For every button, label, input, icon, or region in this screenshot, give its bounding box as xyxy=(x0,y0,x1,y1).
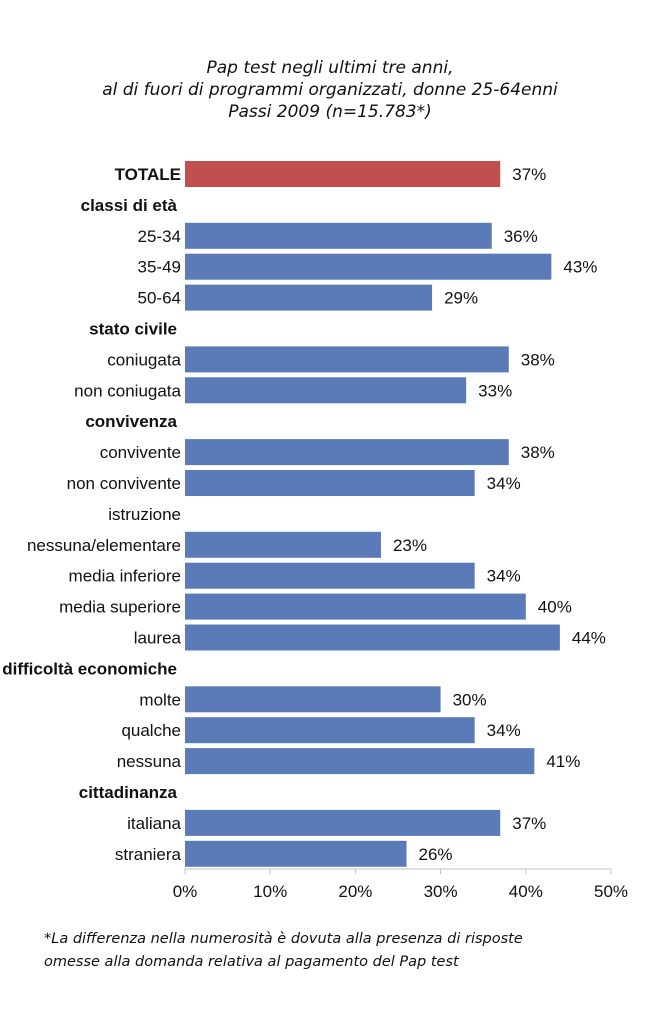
bar xyxy=(185,624,560,651)
bar xyxy=(185,284,433,311)
bar xyxy=(185,531,381,558)
bar-chart: TOTALE 37% classi di età 25-34 36% 35-49 43% 50… xyxy=(2,161,628,901)
data-label: 34% xyxy=(487,474,521,493)
category-label: straniera xyxy=(115,845,182,864)
bar xyxy=(185,748,535,775)
bar xyxy=(185,470,475,496)
bar xyxy=(185,717,475,744)
category-label: cittadinanza xyxy=(79,783,178,802)
bar-total xyxy=(185,161,501,187)
data-label: 36% xyxy=(504,227,538,246)
data-label: 33% xyxy=(478,381,512,400)
category-label: media superiore xyxy=(59,598,181,617)
category-label: classi di età xyxy=(81,196,178,215)
bar xyxy=(185,253,552,280)
category-label: convivente xyxy=(100,443,181,462)
data-label: 41% xyxy=(546,752,580,771)
data-label: 40% xyxy=(538,598,572,617)
data-label: 43% xyxy=(563,258,597,277)
x-tick-label: 30% xyxy=(424,882,458,901)
data-label: 37% xyxy=(512,165,546,184)
category-label: qualche xyxy=(121,721,181,740)
bar xyxy=(185,593,526,620)
chart-title-line-3: Passi 2009 (n=15.783*) xyxy=(228,102,432,122)
data-label: 44% xyxy=(572,629,606,648)
x-tick-label: 10% xyxy=(253,882,287,901)
data-label: 26% xyxy=(419,845,453,864)
category-label: difficoltà economiche xyxy=(2,659,177,678)
category-label: nessuna/elementare xyxy=(27,536,181,555)
bar xyxy=(185,439,509,466)
category-label: istruzione xyxy=(108,505,181,524)
bar xyxy=(185,562,475,589)
category-label: non convivente xyxy=(67,474,181,493)
category-label: non coniugata xyxy=(74,381,181,400)
category-label: laurea xyxy=(134,629,182,648)
category-label: molte xyxy=(139,690,181,709)
x-tick-label: 20% xyxy=(338,882,372,901)
category-label: media inferiore xyxy=(69,567,181,586)
category-label: nessuna xyxy=(117,752,182,771)
category-label: 50-64 xyxy=(138,289,181,308)
bar xyxy=(185,222,492,249)
data-label: 29% xyxy=(444,289,478,308)
chart-title-line-2: al di fuori di programmi organizzati, do… xyxy=(102,80,558,100)
data-label: 38% xyxy=(521,350,555,369)
footnote-line-1: *La differenza nella numerosità è dovuta… xyxy=(44,931,523,947)
bar xyxy=(185,377,467,404)
x-tick-label: 50% xyxy=(594,882,628,901)
category-label: TOTALE xyxy=(115,165,181,184)
category-label: convivenza xyxy=(85,412,177,431)
category-label: coniugata xyxy=(107,350,181,369)
data-label: 38% xyxy=(521,443,555,462)
bar xyxy=(185,809,501,836)
x-tick-label: 0% xyxy=(173,882,198,901)
data-label: 34% xyxy=(487,721,521,740)
data-label: 34% xyxy=(487,567,521,586)
category-label: italiana xyxy=(127,814,181,833)
bar xyxy=(185,686,441,713)
category-label: stato civile xyxy=(89,320,177,339)
data-label: 37% xyxy=(512,814,546,833)
data-label: 30% xyxy=(453,690,487,709)
category-label: 25-34 xyxy=(138,227,181,246)
footnote-line-2: omesse alla domanda relativa al pagament… xyxy=(44,954,459,970)
footnote: *La differenza nella numerosità è dovuta… xyxy=(44,928,644,974)
category-label: 35-49 xyxy=(138,258,181,277)
bar xyxy=(185,346,509,373)
bar xyxy=(185,840,407,867)
x-tick-label: 40% xyxy=(509,882,543,901)
data-label: 23% xyxy=(393,536,427,555)
chart-title-line-1: Pap test negli ultimi tre anni, xyxy=(206,58,454,78)
